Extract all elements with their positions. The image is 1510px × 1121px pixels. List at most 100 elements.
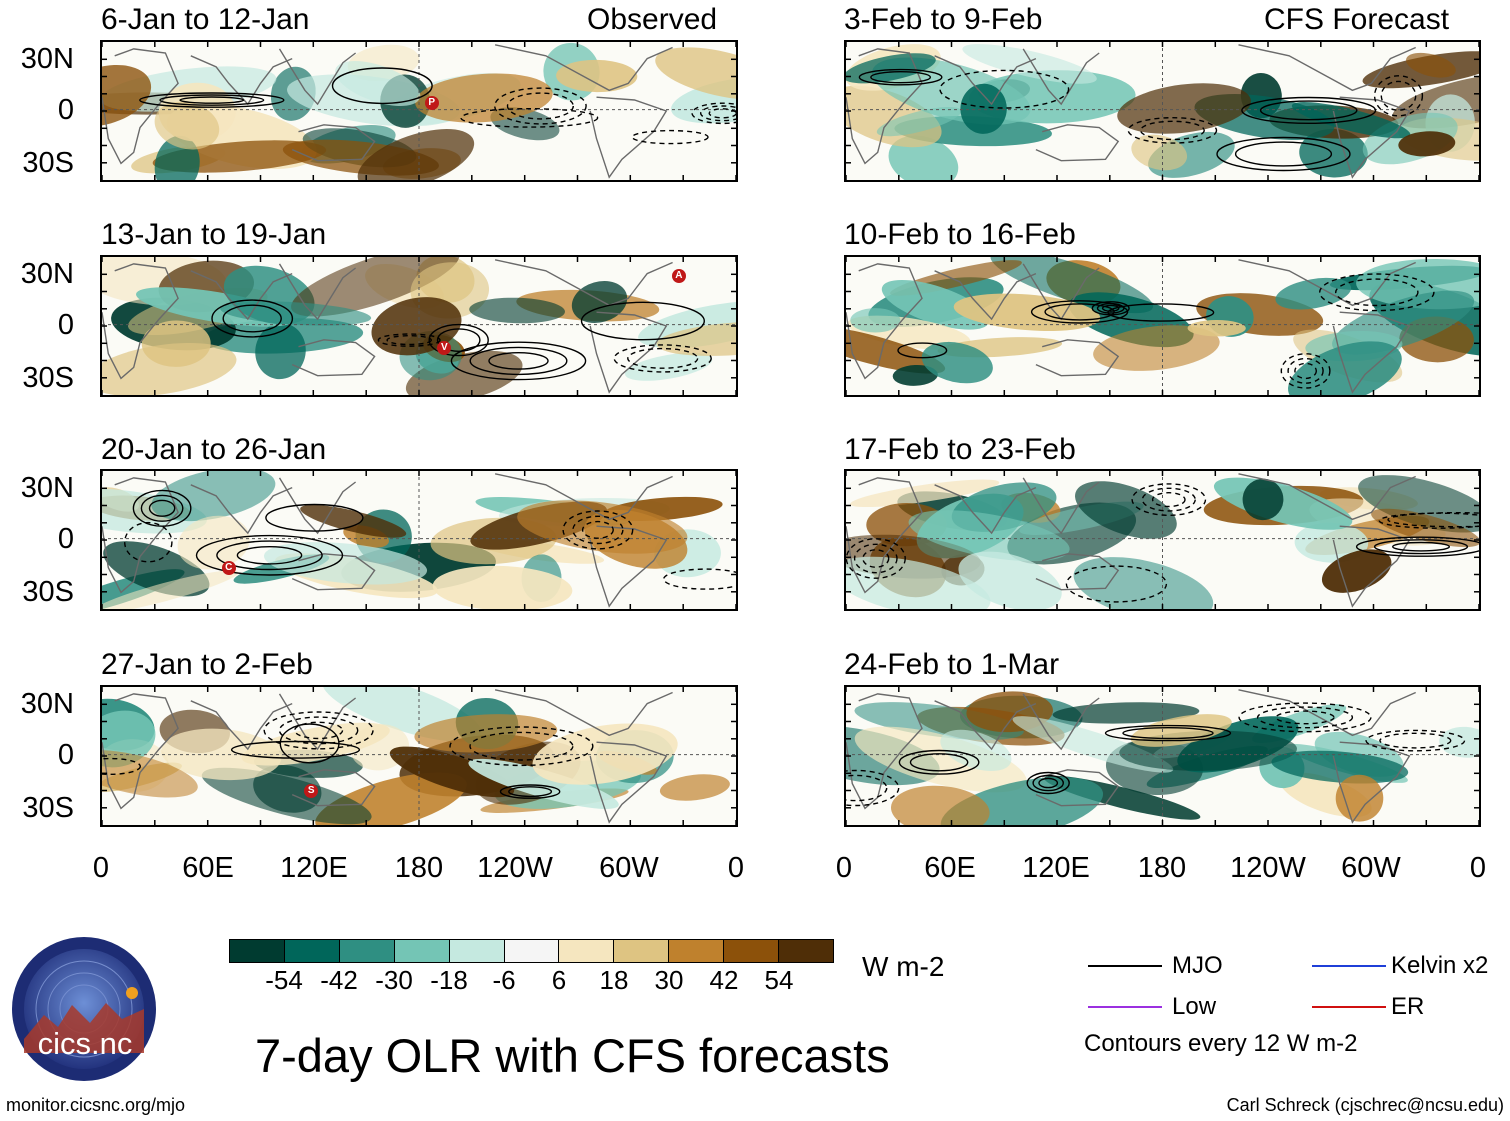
mjo-contour [909, 753, 969, 772]
mjo-contour [862, 549, 890, 568]
wet-anomaly [571, 281, 628, 323]
colorbar-cell [503, 940, 559, 962]
lat-label: 0 [57, 309, 74, 341]
wet-anomaly [921, 341, 993, 384]
mjo-contour [581, 520, 614, 539]
coastline [102, 263, 179, 380]
map-canvas [846, 687, 1479, 825]
mjo-contour [1259, 100, 1358, 121]
wet-anomaly [962, 44, 1097, 84]
olr-map [844, 40, 1481, 182]
mjo-contour [1107, 303, 1215, 322]
mjo-contour [691, 102, 736, 125]
mjo-contour [1038, 777, 1059, 789]
dry-anomaly [1187, 319, 1246, 337]
dry-anomaly [655, 47, 736, 100]
wet-anomaly [468, 758, 619, 809]
mjo-contour [1104, 724, 1232, 742]
panel-tag: Observed [587, 3, 718, 36]
mjo-contour [1380, 80, 1417, 111]
mjo-contour [939, 69, 1070, 109]
mjo-contour [1334, 278, 1419, 307]
coastline [278, 263, 357, 321]
coastline [846, 48, 923, 165]
mjo-contour [1378, 512, 1479, 529]
mjo-contour [870, 71, 931, 84]
colorbar-tick-label: -18 [430, 965, 468, 995]
lat-label: 30S [22, 362, 74, 394]
mjo-contour [469, 731, 574, 761]
dry-anomaly [854, 726, 1027, 793]
dry-anomaly [1406, 52, 1456, 78]
mjo-contour [377, 333, 441, 347]
coastline [102, 48, 179, 165]
coastline [1238, 44, 1416, 92]
mjo-contour [1030, 300, 1129, 324]
coastline [934, 700, 1037, 751]
colorbar-tick-label: 54 [764, 965, 794, 995]
wet-anomaly [1242, 478, 1284, 521]
mjo-contour [572, 515, 624, 545]
mjo-contour [846, 538, 906, 579]
mjo-contour [294, 721, 344, 740]
mjo-contour [216, 540, 323, 571]
dry-anomaly [1321, 549, 1392, 593]
wet-anomaly [846, 556, 991, 609]
mjo-contour [488, 352, 549, 370]
lon-label: 120W [477, 852, 553, 884]
legend-label-mjo: MJO [1172, 952, 1223, 979]
lon-label: 0 [92, 852, 110, 884]
footer-url[interactable]: monitor.cicsnc.org/mjo [6, 1095, 186, 1115]
coastline [1238, 689, 1416, 737]
lat-label: 30N [20, 258, 74, 290]
wet-anomaly [958, 551, 1062, 609]
panel-title: 24-Feb to 1-Mar [844, 648, 1060, 681]
lon-label: 0 [727, 852, 745, 884]
mjo-contour [1238, 702, 1372, 733]
mjo-contour [449, 726, 594, 767]
coastline [1332, 741, 1411, 824]
mjo-contour [1355, 536, 1479, 557]
olr-map [844, 469, 1481, 611]
mjo-contour [436, 328, 481, 353]
mjo-contour [1151, 492, 1186, 508]
wet-anomaly [960, 83, 1007, 134]
coastline [589, 96, 668, 179]
colorbar-cell [558, 940, 614, 962]
mjo-contour [1026, 771, 1070, 795]
cyclone-marker: P [424, 95, 439, 110]
wet-anomaly [1073, 557, 1214, 609]
mjo-contour [1373, 539, 1469, 555]
coastline [1035, 553, 1120, 591]
mjo-contour [331, 67, 433, 105]
dry-anomaly [890, 785, 990, 825]
coastline [1332, 96, 1411, 179]
dry-anomaly [102, 570, 239, 609]
coastline [1022, 693, 1100, 751]
mjo-contour [1216, 136, 1351, 172]
mjo-contour [858, 68, 943, 86]
lat-label: 0 [57, 523, 74, 555]
dry-anomaly [414, 714, 558, 753]
olr-map: P [100, 40, 738, 182]
mjo-contour [1127, 117, 1218, 144]
colorbar-tick-label: -54 [265, 965, 303, 995]
colorbar-cell [230, 940, 284, 962]
lon-label: 180 [394, 852, 444, 884]
panel-title: 20-Jan to 26-Jan [101, 433, 327, 466]
colorbar-tick-label: 18 [599, 965, 629, 995]
map-canvas [102, 257, 736, 395]
mjo-contour [1241, 96, 1377, 124]
coastline [1035, 769, 1120, 807]
mjo-contour [1256, 706, 1354, 729]
dry-anomaly [154, 101, 220, 150]
dry-anomaly [389, 746, 515, 798]
mjo-contour [506, 92, 575, 120]
mjo-contour [508, 786, 553, 798]
coastline [494, 473, 673, 521]
lat-label: 30S [22, 792, 74, 824]
mjo-contour [236, 546, 303, 565]
dry-anomaly [532, 723, 678, 785]
lon-label: 60W [1341, 852, 1401, 884]
legend-line-kelvin [1312, 965, 1386, 967]
